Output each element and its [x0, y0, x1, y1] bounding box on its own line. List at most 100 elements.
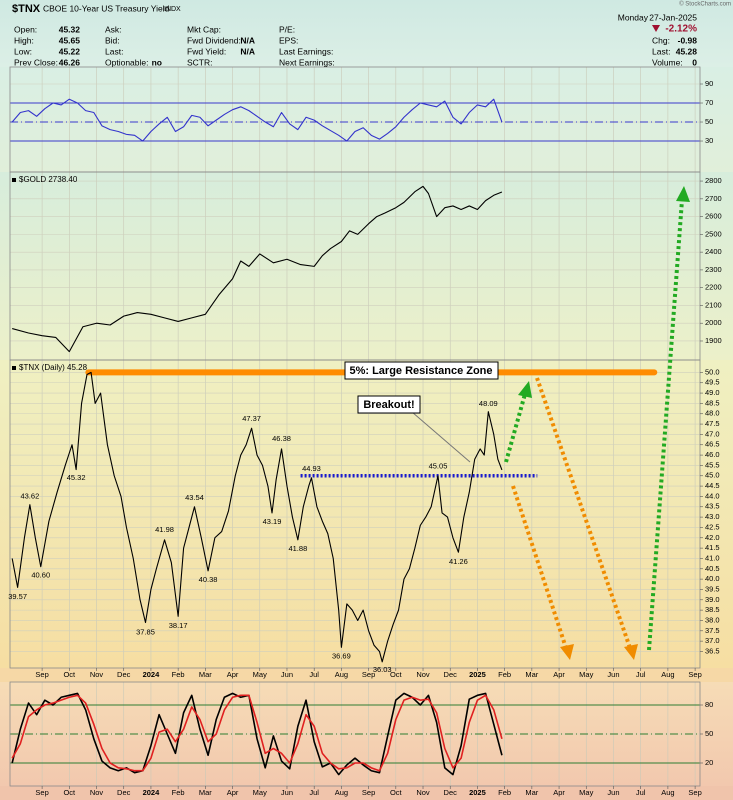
field-label: Optionable:	[105, 57, 148, 67]
field-label: Open:	[14, 24, 37, 34]
y-tick-label: 1900	[705, 336, 722, 345]
x-tick-label: Mar	[525, 670, 538, 679]
x-tick-label: Jul	[636, 670, 646, 679]
field-label: P/E:	[279, 24, 295, 34]
field-label: Ask:	[105, 24, 122, 34]
y-tick-label: 2600	[705, 212, 722, 221]
x-tick-label: Jul	[309, 788, 319, 797]
annotation-box	[344, 361, 499, 380]
y-tick-label: 50	[705, 117, 713, 126]
y-tick-label: 2200	[705, 283, 722, 292]
y-tick-label: 70	[705, 98, 713, 107]
arrow-head	[560, 644, 574, 660]
exchange: INDX	[164, 6, 181, 13]
x-tick-label: 2025	[469, 670, 486, 679]
y-tick-label: 2100	[705, 300, 722, 309]
x-tick-label: Apr	[227, 788, 239, 797]
arrow	[511, 485, 568, 649]
field-value: N/A	[240, 35, 255, 45]
y-tick-label: 47.0	[705, 429, 720, 438]
y-tick-label: 80	[705, 700, 713, 709]
y-tick-label: 40.5	[705, 564, 720, 573]
x-tick-label: Feb	[498, 670, 511, 679]
y-tick-label: 42.0	[705, 533, 720, 542]
y-tick-label: 2700	[705, 194, 722, 203]
x-tick-label: Apr	[553, 670, 565, 679]
x-tick-label: Oct	[63, 788, 76, 797]
x-tick-label: Dec	[444, 670, 458, 679]
y-tick-label: 2000	[705, 318, 722, 327]
x-tick-label: Aug	[661, 670, 674, 679]
x-tick-label: Oct	[390, 788, 403, 797]
y-tick-label: 49.0	[705, 388, 720, 397]
field-label: EPS:	[279, 35, 298, 45]
field-label: Chg:	[652, 35, 670, 45]
x-tick-label: Jun	[607, 670, 619, 679]
y-tick-label: 90	[705, 79, 713, 88]
point-label: 43.54	[185, 493, 204, 502]
callout-line	[411, 411, 471, 463]
field-label: Bid:	[105, 35, 120, 45]
field-value: 45.65	[59, 35, 81, 45]
x-tick-label: 2025	[469, 788, 486, 797]
x-tick-label: Sep	[35, 788, 48, 797]
change-percent: -2.12%	[665, 24, 697, 35]
y-tick-label: 46.0	[705, 450, 720, 459]
annotation: 5%: Large Resistance Zone	[349, 365, 492, 377]
x-tick-label: Nov	[90, 788, 104, 797]
x-tick-label: Mar	[199, 670, 212, 679]
down-arrow	[652, 25, 660, 32]
x-tick-label: Jun	[607, 788, 619, 797]
field-value: 45.22	[59, 46, 81, 56]
date: 27-Jan-2025	[649, 12, 697, 22]
series-line	[11, 692, 503, 776]
x-tick-label: Sep	[362, 788, 375, 797]
x-tick-label: Jun	[281, 788, 293, 797]
field-value: 46.26	[59, 57, 81, 67]
field-label: Volume:	[652, 57, 683, 67]
field-label: Last Earnings:	[279, 46, 333, 56]
x-tick-label: 2024	[143, 788, 161, 797]
x-tick-label: Nov	[416, 788, 430, 797]
field-value: 0	[692, 57, 697, 67]
title-marker	[12, 178, 16, 182]
x-tick-label: Sep	[688, 788, 701, 797]
point-label: 43.62	[20, 491, 39, 500]
y-tick-label: 43.0	[705, 512, 720, 521]
arrow-head	[624, 644, 638, 660]
x-tick-label: Mar	[199, 788, 212, 797]
panel-frame	[9, 359, 701, 669]
x-tick-label: Aug	[335, 788, 348, 797]
y-tick-label: 47.5	[705, 419, 720, 428]
x-tick-label: Apr	[227, 670, 239, 679]
point-label: 37.85	[136, 628, 155, 637]
x-tick-label: Oct	[63, 670, 76, 679]
y-tick-label: 36.5	[705, 646, 720, 655]
y-tick-label: 38.0	[705, 615, 720, 624]
x-tick-label: Sep	[35, 670, 48, 679]
x-tick-label: May	[253, 788, 267, 797]
x-tick-label: 2024	[143, 670, 161, 679]
x-tick-label: Dec	[117, 788, 131, 797]
series-line	[11, 694, 503, 772]
series-line	[11, 371, 503, 663]
point-label: 47.37	[242, 414, 261, 423]
field-label: High:	[14, 35, 34, 45]
field-label: SCTR:	[187, 57, 213, 67]
x-tick-label: Jul	[309, 670, 319, 679]
y-tick-label: 48.5	[705, 398, 720, 407]
x-tick-label: Dec	[444, 788, 458, 797]
x-tick-label: Aug	[335, 670, 348, 679]
point-label: 36.03	[373, 665, 392, 674]
point-label: 41.26	[449, 557, 468, 566]
rsi-panel	[0, 67, 733, 172]
y-tick-label: 39.5	[705, 584, 720, 593]
field-value: no	[152, 57, 162, 67]
point-label: 45.32	[67, 473, 86, 482]
point-label: 39.57	[8, 592, 27, 601]
field-label: Last:	[105, 46, 123, 56]
gold-panel	[0, 172, 733, 360]
field-value: N/A	[240, 46, 255, 56]
panel-title: $TNX (Daily) 45.28	[19, 363, 88, 372]
y-tick-label: 42.5	[705, 522, 720, 531]
